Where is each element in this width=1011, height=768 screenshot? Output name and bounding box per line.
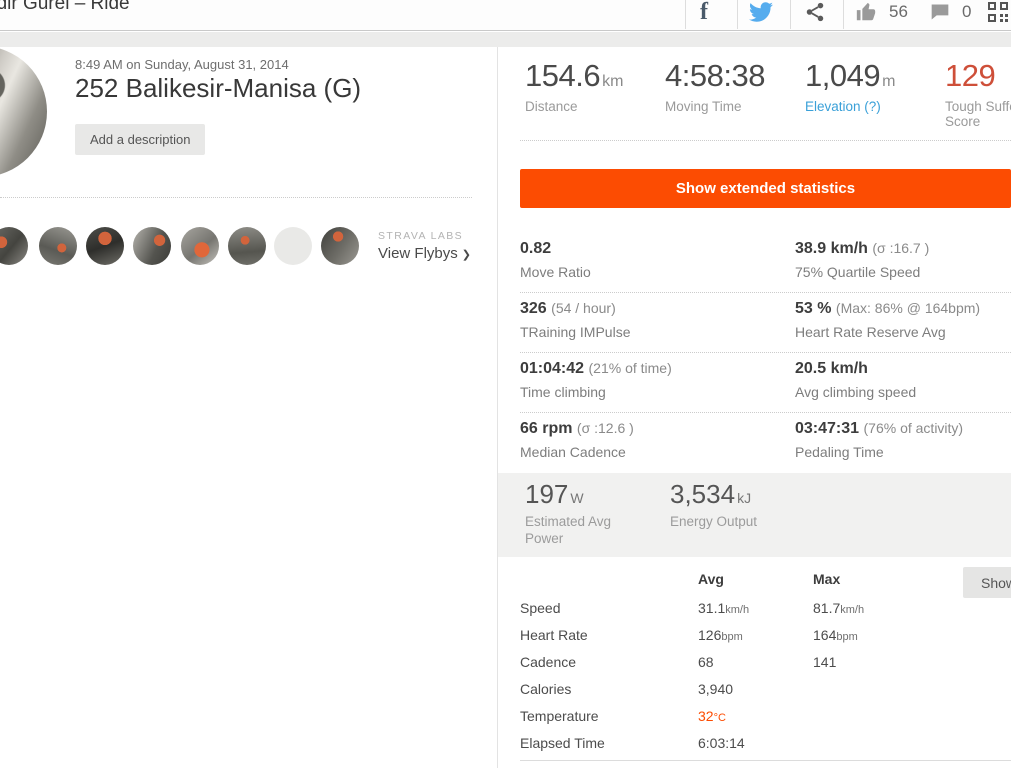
stat-quartile-speed: 38.9 km/h (σ :16.7 ) 75% Quartile Speed [795,240,930,280]
view-flybys-link[interactable]: View Flybys ❯ [378,245,471,262]
stat-suffer-score: 129 Tough Suffer Score [945,58,1011,129]
facebook-share-button[interactable]: f [700,0,708,27]
share-icon [804,1,826,23]
add-description-button[interactable]: Add a description [75,124,206,155]
activity-title: 252 Balikesir-Manisa (G) [75,73,362,103]
row-label-temperature: Temperature [520,708,599,724]
table-header-avg: Avg [698,571,724,587]
show-button[interactable]: Show [963,567,1011,598]
stat-label: Distance [525,99,578,114]
kudos-button[interactable]: 56 [855,0,908,27]
stat-label: Moving Time [665,99,742,114]
twitter-share-button[interactable] [749,0,773,27]
elevation-help-link[interactable]: Elevation (?) [805,99,881,114]
row-label-speed: Speed [520,600,561,616]
stat-move-ratio: 0.82 Move Ratio [520,240,591,280]
comment-count: 0 [962,2,972,21]
stat-elevation: 1,049 m Elevation (?) [805,58,896,114]
stat-moving-time: 4:58:38 Moving Time [665,58,765,114]
flyby-avatar [86,227,124,265]
divider [520,140,1011,141]
embed-button[interactable] [988,0,1008,27]
share-button[interactable] [804,0,826,27]
divider [520,412,1011,413]
twitter-icon [749,0,773,24]
table-header-max: Max [813,571,841,587]
row-label-calories: Calories [520,681,572,697]
divider [0,197,472,198]
flyby-avatar [228,227,266,265]
divider [685,0,686,29]
flyby-avatar [181,227,219,265]
divider [843,0,844,29]
stat-pedaling-time: 03:47:31 (76% of activity) Pedaling Time [795,420,964,460]
divider [737,0,738,29]
stat-energy-output: 3,534 kJ Energy Output [670,479,758,529]
stat-trimp: 326 (54 / hour) TRaining IMPulse [520,300,631,340]
stat-hrr-avg: 53 % (Max: 86% @ 164bpm) Heart Rate Rese… [795,300,981,340]
comment-icon [930,2,950,22]
flyby-avatar [321,227,359,265]
stat-estimated-avg-power: 197 W Estimated Avg Power [525,479,612,546]
stat-time-climbing: 01:04:42 (21% of time) Time climbing [520,360,672,400]
kudos-count: 56 [889,2,908,21]
stat-label: Tough Suffer Score [945,99,1011,129]
row-label-elapsed-time: Elapsed Time [520,735,605,751]
activity-photo-avatar [0,46,47,177]
flyby-avatar [0,227,28,265]
comments-button[interactable]: 0 [930,0,971,27]
activity-datetime: 8:49 AM on Sunday, August 31, 2014 [75,57,289,72]
stat-distance: 154.6 km Distance [525,58,624,114]
row-label-cadence: Cadence [520,654,577,670]
flyby-avatar [133,227,171,265]
chevron-right-icon: ❯ [461,249,471,261]
divider [520,352,1011,353]
divider [497,47,498,768]
page-title: adir Gürel – Ride [0,0,130,14]
stat-avg-climbing-speed: 20.5 km/h Avg climbing speed [795,360,917,400]
row-label-heart-rate: Heart Rate [520,627,588,643]
divider [520,292,1011,293]
flyby-avatar [274,227,312,265]
flyby-avatar [39,227,77,265]
thumbs-up-icon [855,1,877,23]
divider [790,0,791,29]
power-summary-panel: 197 W Estimated Avg Power 3,534 kJ Energy … [498,473,1011,557]
temperature-value: 32°C [698,708,726,724]
top-header-bar: adir Gürel – Ride f 56 [0,0,1011,31]
divider [0,32,1011,47]
strava-labs-label: STRAVA LABS [378,230,464,242]
qr-code-icon [988,2,1008,22]
show-extended-statistics-button[interactable]: Show extended statistics [520,169,1011,208]
facebook-icon: f [700,0,708,25]
divider [520,760,1011,761]
stat-median-cadence: 66 rpm (σ :12.6 ) Median Cadence [520,420,634,460]
